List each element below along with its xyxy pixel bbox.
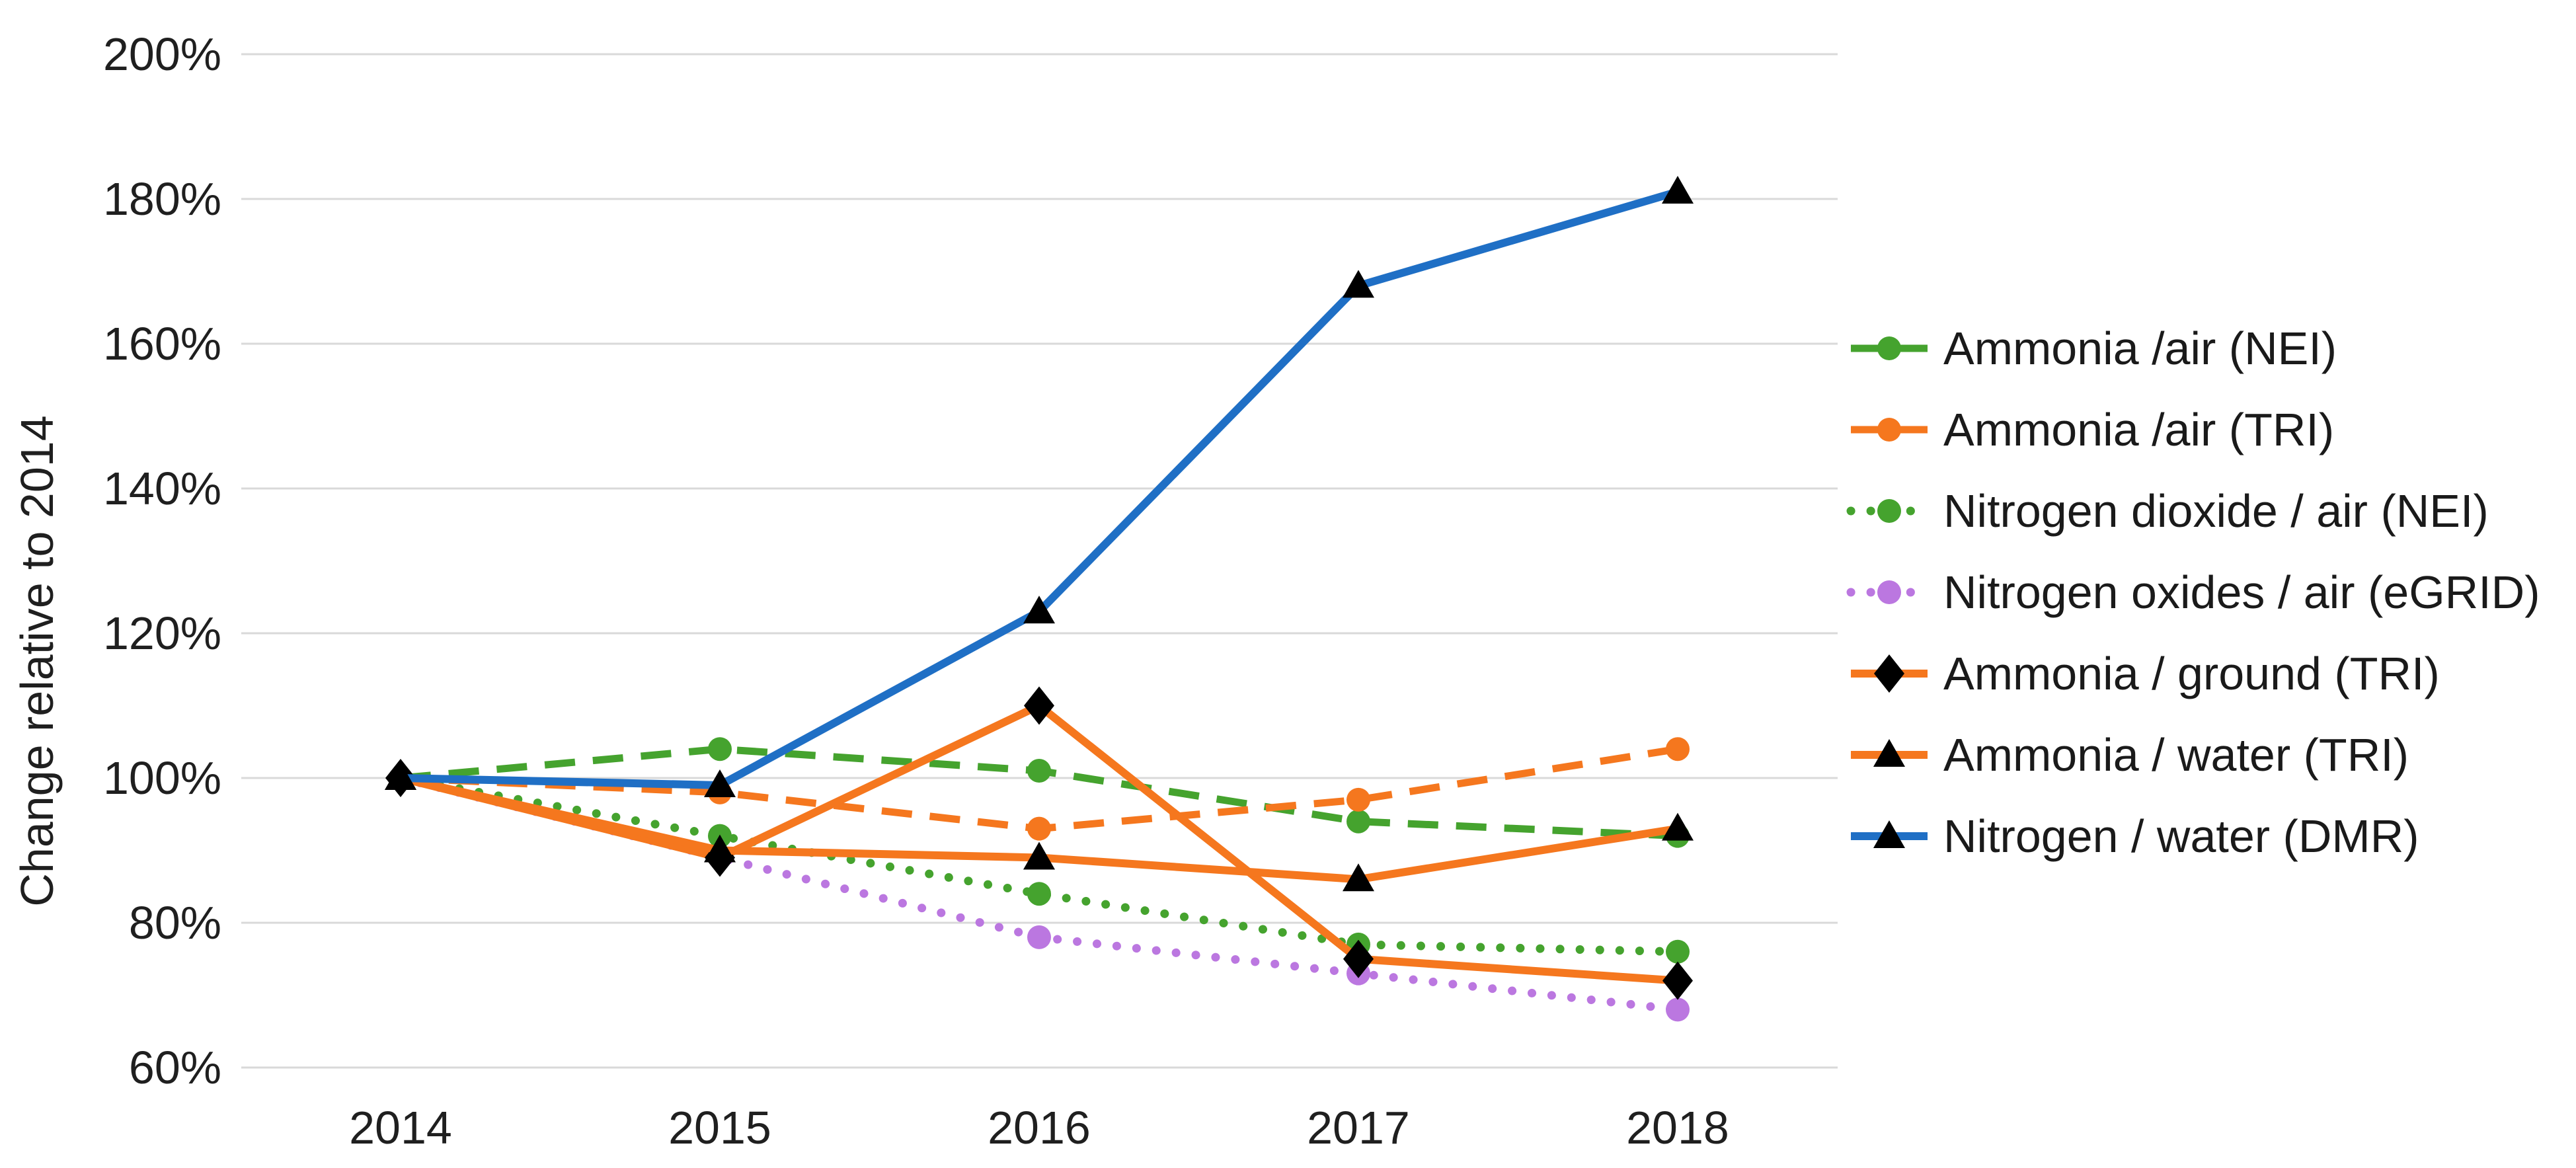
data-point-marker: [1027, 925, 1051, 949]
data-point-marker: [385, 762, 416, 790]
legend-item: Ammonia /air (NEI): [1851, 323, 2337, 374]
data-point-marker: [1874, 654, 1904, 693]
data-point-marker: [704, 834, 736, 863]
legend-item: Nitrogen dioxide / air (NEI): [1846, 485, 2489, 537]
data-point-marker: [1873, 820, 1905, 848]
y-tick-label: 100%: [103, 752, 221, 804]
data-point-marker: [1877, 336, 1901, 360]
legend-item: Nitrogen oxides / air (eGRID): [1846, 566, 2540, 618]
data-point-marker: [1343, 863, 1374, 892]
legend: Ammonia /air (NEI) Ammonia /air (TRI) Nitr…: [1846, 323, 2540, 862]
data-point-marker: [704, 769, 736, 797]
legend-label: Ammonia /air (TRI): [1943, 404, 2334, 455]
x-tick-label: 2014: [349, 1102, 452, 1153]
data-point-marker: [1662, 961, 1693, 1000]
legend-item: Ammonia / ground (TRI): [1851, 648, 2440, 699]
data-point-marker: [1023, 596, 1055, 624]
data-point-marker: [1347, 809, 1370, 834]
legend-item: Ammonia / water (TRI): [1851, 729, 2409, 781]
data-point-marker: [1662, 176, 1694, 204]
series-line: [396, 773, 1682, 956]
legend-label: Nitrogen oxides / air (eGRID): [1943, 566, 2540, 618]
y-tick-label: 160%: [103, 318, 221, 370]
data-point-marker: [1027, 882, 1051, 906]
data-point-marker: [1873, 739, 1905, 767]
data-point-marker: [1877, 499, 1901, 523]
x-tick-label: 2015: [668, 1102, 771, 1153]
legend-label: Nitrogen dioxide / air (NEI): [1943, 485, 2489, 537]
data-point-marker: [1024, 686, 1054, 725]
x-tick-label: 2018: [1626, 1102, 1729, 1153]
y-tick-label: 200%: [103, 28, 221, 80]
data-point-marker: [1343, 939, 1374, 978]
data-point-marker: [1662, 812, 1694, 841]
data-point-marker: [1666, 997, 1690, 1022]
y-tick-label: 120%: [103, 607, 221, 659]
legend-label: Ammonia / water (TRI): [1943, 729, 2409, 781]
y-tick-label: 60%: [129, 1042, 221, 1093]
data-point-marker: [1343, 270, 1374, 298]
legend-label: Nitrogen / water (DMR): [1943, 810, 2419, 862]
y-axis-title: Change relative to 2014: [11, 415, 63, 906]
series-lines: [385, 176, 1694, 1022]
data-point-marker: [1666, 737, 1690, 761]
x-tick-label: 2017: [1307, 1102, 1410, 1153]
y-tick-label: 80%: [129, 897, 221, 949]
data-point-marker: [1027, 816, 1051, 841]
data-point-marker: [1877, 580, 1901, 604]
data-point-marker: [1023, 841, 1055, 870]
x-axis-tick-labels: 2014 2015 2016 2017 2018: [349, 1102, 1729, 1153]
data-point-marker: [708, 737, 732, 761]
legend-label: Ammonia /air (NEI): [1943, 323, 2337, 374]
data-point-marker: [1666, 939, 1690, 964]
y-tick-label: 140%: [103, 463, 221, 514]
legend-label: Ammonia / ground (TRI): [1943, 648, 2440, 699]
data-point-marker: [1027, 759, 1051, 783]
y-axis-tick-labels: 200% 180% 160% 140% 120% 100% 80% 60%: [103, 28, 221, 1093]
x-tick-label: 2016: [988, 1102, 1091, 1153]
series-7: [385, 176, 1694, 797]
y-tick-label: 180%: [103, 173, 221, 225]
data-point-marker: [1877, 418, 1901, 442]
legend-item: Ammonia /air (TRI): [1851, 404, 2334, 455]
data-point-marker: [1347, 787, 1370, 812]
legend-item: Nitrogen / water (DMR): [1851, 810, 2419, 862]
gridlines: [241, 53, 1838, 1069]
